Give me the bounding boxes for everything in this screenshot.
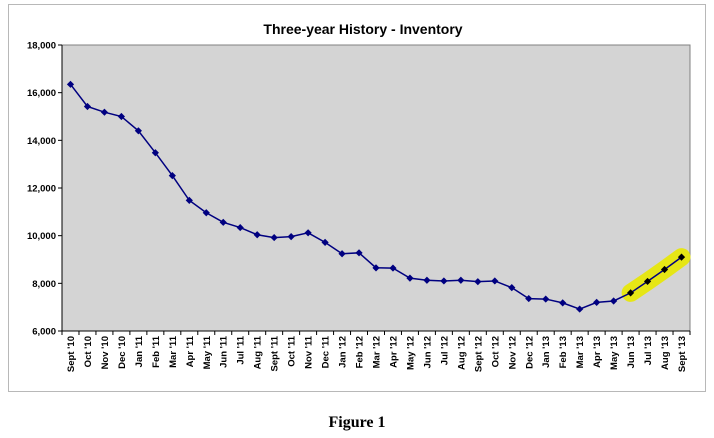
x-tick-label: May '13	[609, 336, 620, 370]
data-point	[660, 265, 669, 274]
data-point	[677, 253, 686, 261]
data-point	[321, 238, 329, 246]
data-point	[626, 289, 635, 297]
data-point	[304, 229, 312, 237]
x-tick-label: Apr '13	[592, 336, 603, 368]
chart-frame: Three-year History - Inventory 6,000 8,00…	[8, 4, 706, 392]
x-tick-label: Jul '11	[236, 335, 247, 364]
data-point	[168, 172, 176, 180]
x-tick-label: Aug '13	[660, 336, 671, 370]
data-point	[219, 218, 227, 226]
x-tick-label: Oct '12	[490, 336, 501, 367]
data-point	[610, 297, 618, 305]
x-tick-label: Oct '11	[287, 335, 298, 366]
x-tick-label: Jun '11	[219, 335, 230, 368]
x-tick-label: Feb '13	[558, 336, 569, 368]
data-point	[100, 108, 109, 116]
x-tick-label: Dec '10	[117, 336, 128, 369]
data-point	[355, 249, 363, 257]
x-tick-label: Nov '12	[507, 336, 518, 369]
x-tick-label: Dec '11	[321, 335, 332, 368]
x-tick-label: Jun '13	[626, 336, 637, 368]
x-tick-label: Sept '12	[473, 336, 484, 372]
x-tick-label: May '11	[202, 335, 213, 369]
data-point	[83, 102, 92, 111]
data-point	[423, 276, 431, 284]
x-tick-label: Sept '10	[66, 336, 77, 372]
x-tick-label: Jan '11	[134, 335, 145, 367]
inventory-chart: Three-year History - Inventory 6,000 8,00…	[27, 21, 691, 372]
y-tick-label: 6,000	[32, 327, 56, 338]
y-tick-label: 16,000	[27, 88, 56, 99]
x-tick-label: Feb '11	[151, 335, 162, 368]
x-tick-label: Jun '12	[422, 336, 433, 368]
x-tick-label: Aug '12	[456, 336, 467, 370]
data-point	[457, 276, 465, 284]
data-point	[440, 277, 448, 285]
x-tick-label: Dec '12	[524, 336, 535, 369]
data-point	[491, 277, 499, 285]
x-tick-label: May '12	[405, 336, 416, 370]
plot-background	[61, 44, 691, 332]
chart-title: Three-year History - Inventory	[263, 21, 462, 37]
x-tick-label: Jul '12	[439, 336, 450, 365]
figure-caption: Figure 1	[328, 414, 386, 431]
data-point	[270, 233, 278, 242]
x-tick-label: Jan '13	[541, 336, 552, 368]
data-point	[117, 112, 126, 121]
data-point	[474, 278, 482, 286]
x-tick-label: Mar '11	[168, 335, 179, 368]
y-tick-label: 14,000	[27, 136, 56, 147]
x-tick-label: Nov '10	[100, 336, 111, 369]
x-tick-label: Oct '10	[83, 336, 94, 367]
x-tick-label: Jul '13	[643, 336, 654, 365]
data-point	[643, 277, 652, 286]
data-point	[134, 127, 142, 135]
data-point	[185, 196, 193, 204]
x-tick-label: Apr '12	[388, 336, 399, 368]
x-tick-label: Jan '12	[338, 336, 349, 368]
x-tick-label: Mar '13	[575, 336, 586, 368]
data-point	[542, 295, 550, 303]
data-point	[66, 80, 75, 88]
data-point	[338, 250, 346, 258]
x-tick-label: Sept '11	[270, 335, 281, 371]
x-tick-label: Feb '12	[355, 336, 366, 368]
x-tick-label: Sept '13	[677, 336, 688, 372]
y-tick-label: 18,000	[27, 41, 56, 52]
data-point	[576, 305, 584, 313]
data-point	[508, 284, 516, 292]
data-point	[389, 264, 397, 272]
data-point	[151, 149, 159, 157]
data-point	[559, 299, 567, 307]
y-tick-label: 12,000	[27, 184, 56, 195]
data-point	[287, 233, 295, 241]
data-point	[593, 298, 601, 306]
data-point	[236, 223, 244, 232]
data-point	[202, 209, 210, 217]
data-point	[406, 274, 414, 282]
data-point	[525, 294, 533, 303]
x-tick-label: Mar '12	[372, 336, 383, 368]
x-tick-label: Aug '11	[253, 335, 264, 369]
y-tick-label: 8,000	[32, 279, 56, 290]
x-tick-label: Apr '11	[185, 335, 196, 367]
data-point	[372, 264, 380, 272]
y-tick-label: 10,000	[27, 231, 56, 242]
plot-area: 6,000 8,000 10,000 12,000 14,000 16,000 18,000…	[27, 41, 691, 372]
x-tick-label: Nov '11	[304, 335, 315, 369]
